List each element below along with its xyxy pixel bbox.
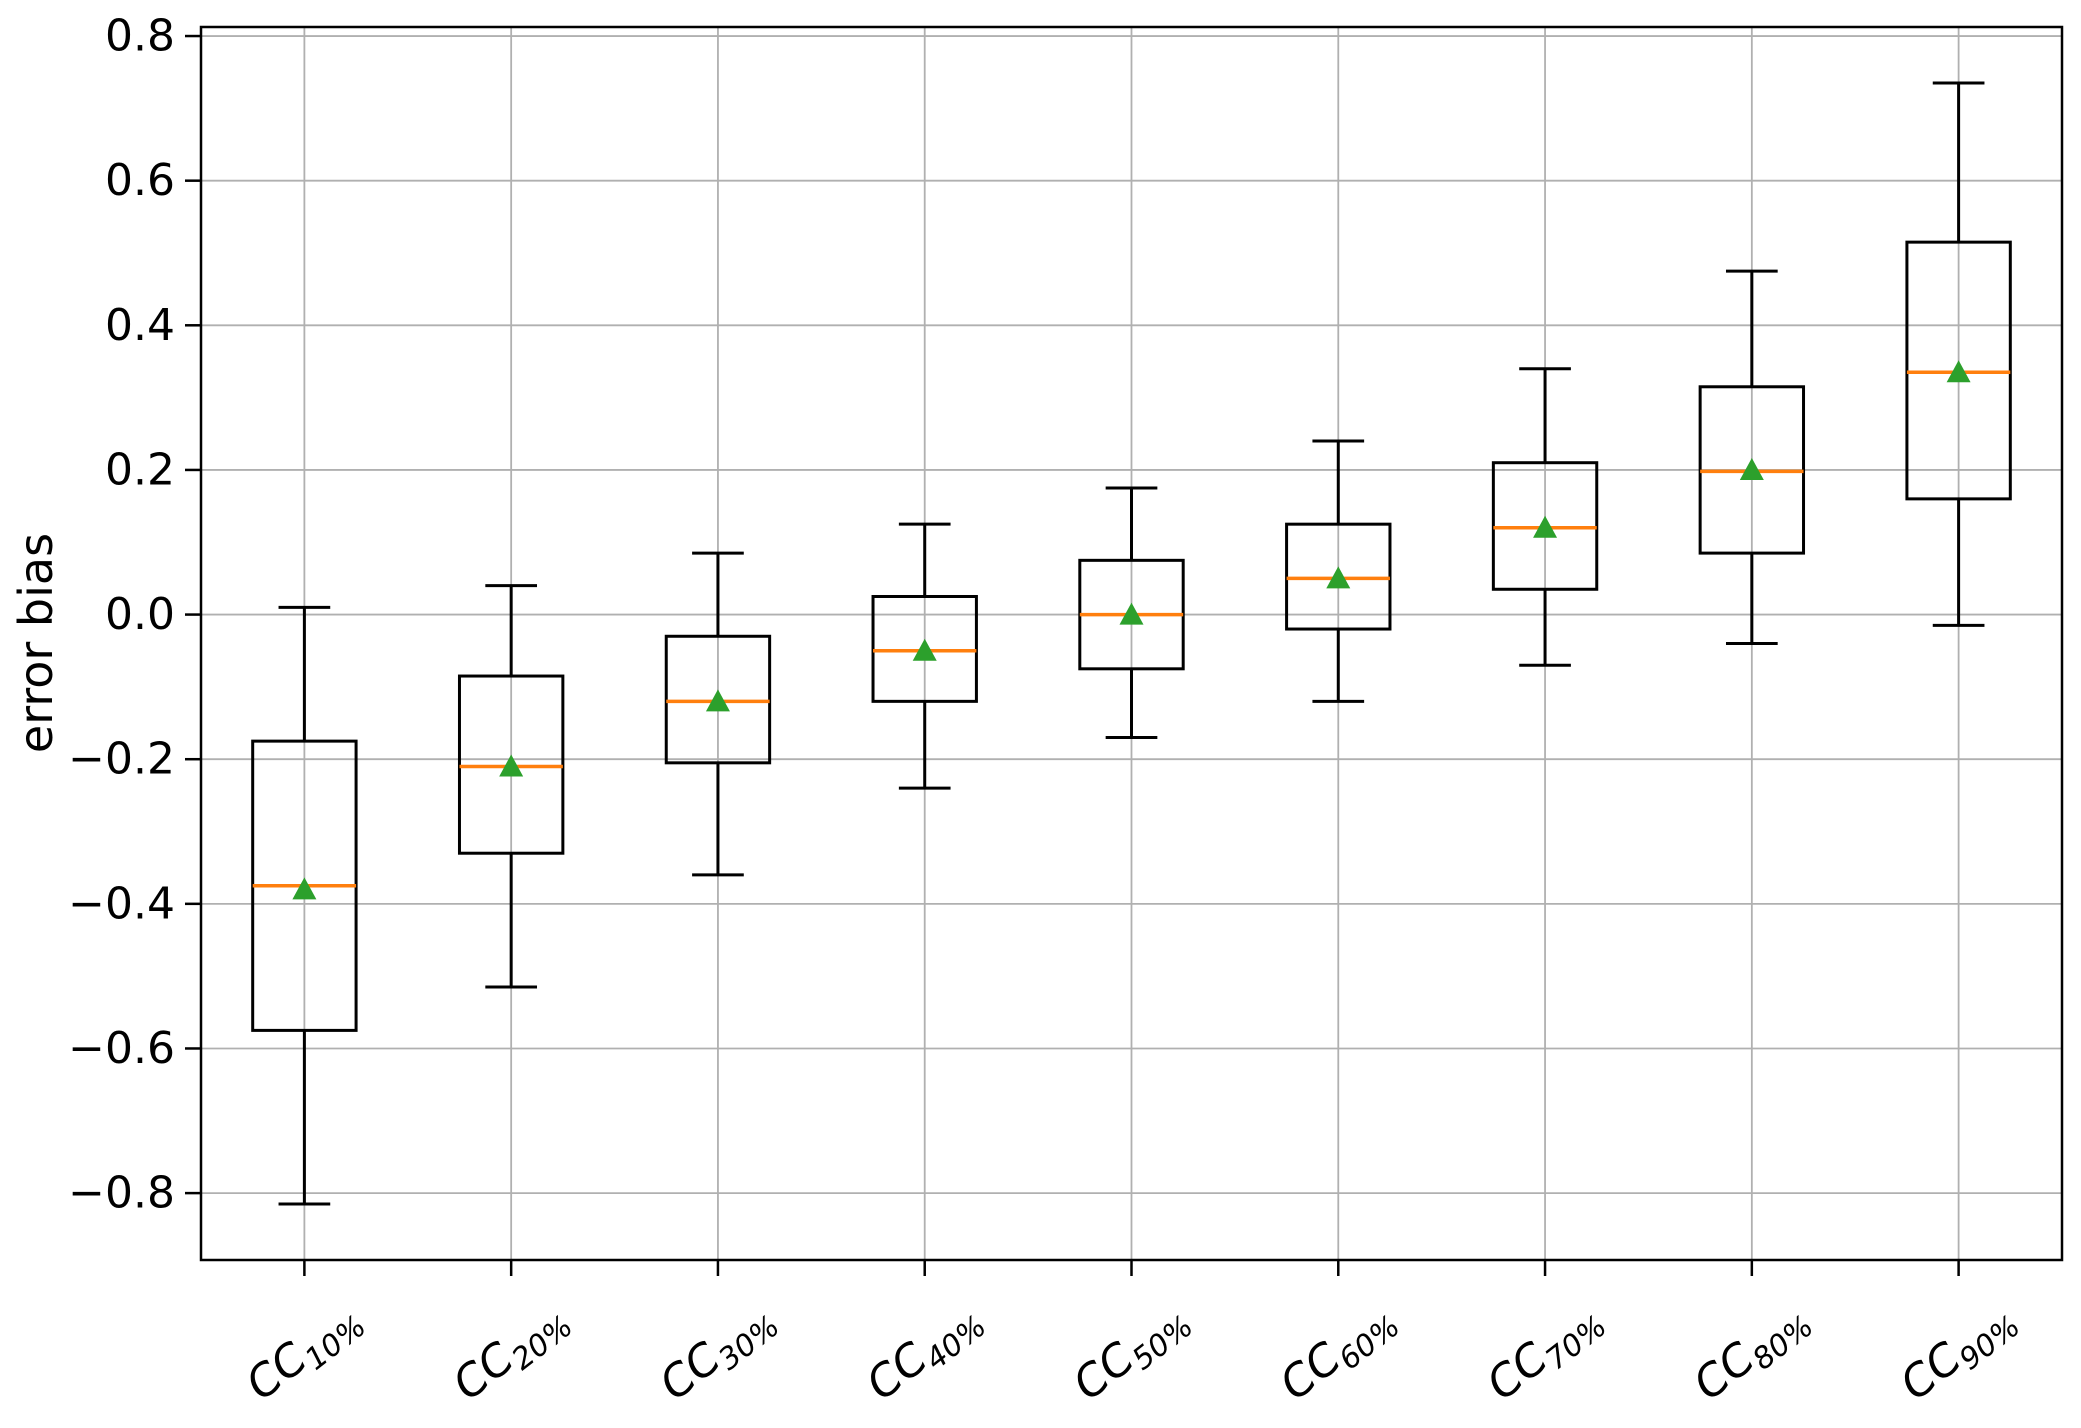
y-tick-label: −0.6: [68, 1023, 175, 1074]
box-group: [664, 551, 772, 877]
box-group: [1905, 81, 2012, 627]
y-axis-label: error bias: [9, 533, 63, 753]
iqr-box: [1491, 461, 1599, 591]
y-tick-label: −0.8: [68, 1168, 175, 1219]
box-group: [251, 605, 358, 1206]
y-tick-label: −0.4: [68, 878, 175, 929]
mean-marker: [1739, 457, 1764, 480]
iqr-box: [871, 594, 978, 703]
mean-marker: [292, 877, 317, 900]
box-group: [871, 522, 978, 790]
boxes-layer: [251, 81, 2012, 1206]
mean-marker: [1119, 602, 1144, 625]
iqr-box: [457, 674, 565, 855]
mean-marker: [499, 754, 524, 777]
mean-marker: [1326, 566, 1351, 589]
box-group: [1698, 269, 1806, 645]
mean-marker: [1533, 515, 1558, 538]
mean-marker: [1946, 360, 1971, 383]
mean-marker: [912, 638, 937, 661]
box-group: [1078, 486, 1185, 740]
iqr-box: [1905, 240, 2012, 501]
box-group: [1491, 367, 1599, 667]
y-tick-label: 0.8: [105, 11, 175, 62]
y-tick-label: −0.2: [68, 734, 175, 785]
y-tick-label: 0.0: [105, 589, 175, 640]
y-tick-label: 0.4: [105, 300, 175, 351]
y-tick-label: 0.2: [105, 444, 175, 495]
box-group: [457, 584, 565, 989]
y-tick-label: 0.6: [105, 155, 175, 206]
iqr-box: [664, 634, 772, 765]
box-group: [1285, 439, 1392, 703]
mean-marker: [705, 689, 730, 712]
iqr-box: [1285, 522, 1392, 631]
